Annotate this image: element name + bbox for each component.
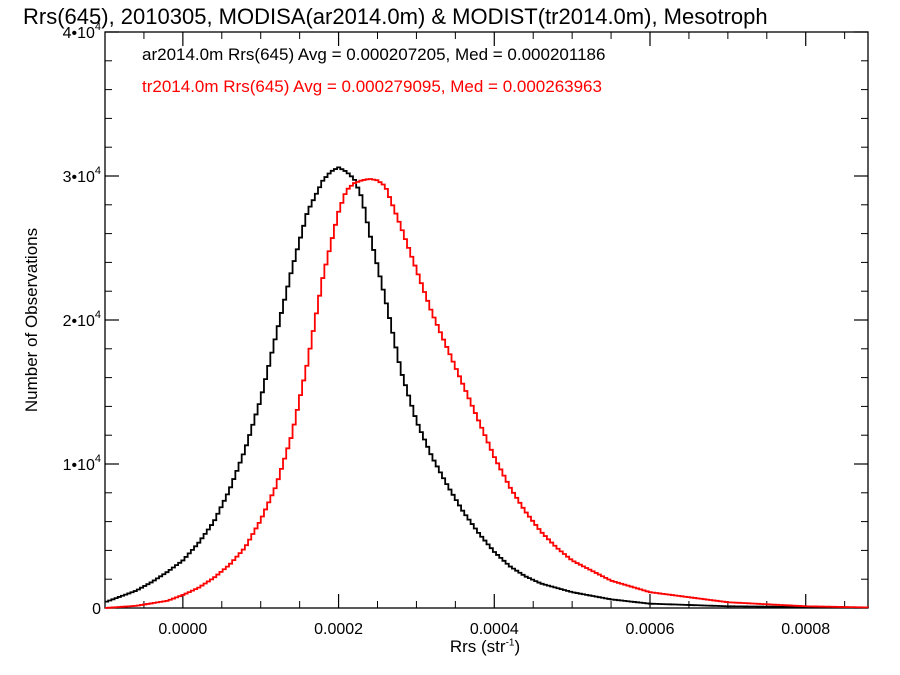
x-tick-label: 0.0000 [158, 621, 207, 638]
y-tick-mantissa: 0 [92, 601, 101, 618]
y-tick-exponent: 4 [95, 453, 101, 465]
x-tick-label: 0.0006 [626, 621, 675, 638]
x-tick-label: 0.0004 [470, 621, 519, 638]
x-tick-label: 0.0002 [314, 621, 363, 638]
y-tick-label: 4•104 [63, 21, 101, 42]
plot-frame [104, 31, 869, 609]
y-tick-exponent: 4 [95, 21, 101, 33]
x-axis-title-close: ) [514, 637, 521, 656]
y-tick-mantissa: 1•10 [63, 457, 95, 474]
legend-entry-ar2014: ar2014.0m Rrs(645) Avg = 0.000207205, Me… [142, 45, 606, 64]
x-tick-label: 0.0008 [781, 621, 830, 638]
y-tick-exponent: 4 [95, 165, 101, 177]
y-tick-exponent: 4 [95, 309, 101, 321]
legend-entry-tr2014: tr2014.0m Rrs(645) Avg = 0.000279095, Me… [142, 77, 602, 96]
chart-title: Rrs(645), 2010305, MODISA(ar2014.0m) & M… [23, 4, 768, 29]
y-tick-mantissa: 2•10 [63, 313, 95, 330]
y-tick-label: 1•104 [63, 453, 101, 474]
x-axis-title-exponent: -1 [505, 637, 515, 649]
x-axis-title-text: Rrs (str [449, 637, 506, 656]
y-tick-mantissa: 3•10 [63, 169, 95, 186]
y-tick-label: 2•104 [63, 309, 101, 330]
y-tick-label: 3•104 [63, 165, 101, 186]
series-lines [105, 166, 869, 609]
series-line-0 [105, 166, 869, 609]
series-line-1 [105, 178, 869, 609]
y-axis-title: Number of Observations [22, 227, 41, 413]
x-tick-labels: 0.0000 0.0002 0.0004 0.0006 0.0008 [158, 621, 830, 638]
axis-ticks [104, 31, 868, 609]
x-axis-title: Rrs (str-1) [450, 637, 520, 657]
y-tick-mantissa: 4•10 [63, 25, 95, 42]
y-tick-label: 0 [92, 601, 101, 618]
